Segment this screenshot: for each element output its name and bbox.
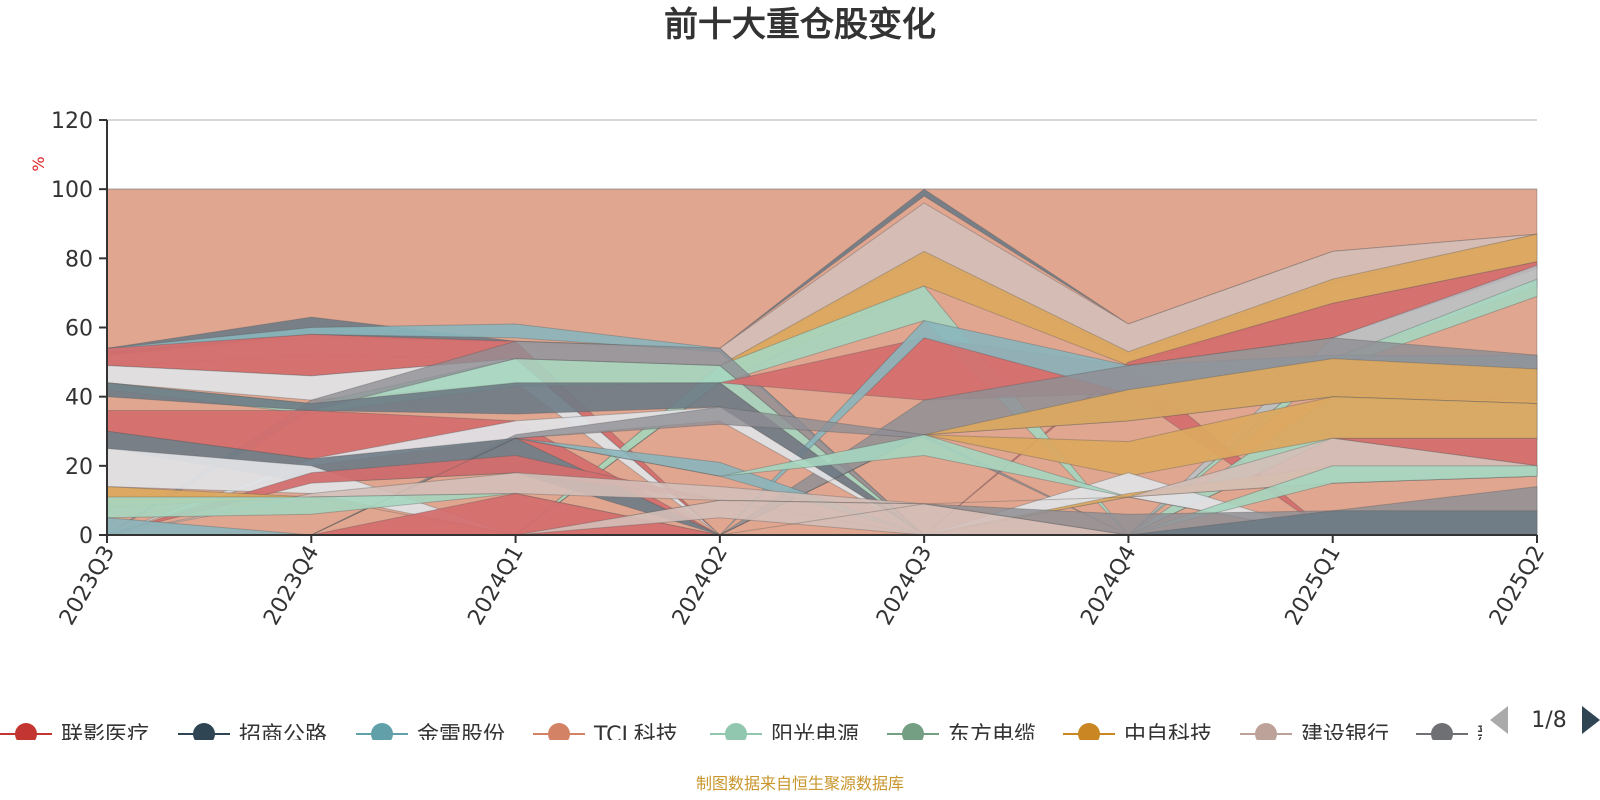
legend-label: 建设银行 [1301, 723, 1389, 748]
legend-items: 联影医疗 招商公路 金雷股份 TCL科技 阳光电源 东方电缆 中自科技 建设银行 新 [0, 723, 1499, 748]
legend-marker-icon [725, 723, 747, 740]
legend-item[interactable]: TCL科技 [533, 723, 678, 748]
legend-marker-icon [1431, 723, 1453, 740]
legend-item[interactable]: 金雷股份 [356, 723, 505, 748]
y-tick-label: 20 [65, 455, 93, 480]
legend-label: 东方电缆 [948, 723, 1036, 748]
y-axis-ticks: 0 20 40 60 80 100 120 [51, 109, 107, 549]
legend-label: TCL科技 [593, 723, 678, 748]
area-band-25 [107, 437, 1537, 536]
legend-item[interactable]: 联影医疗 [0, 723, 149, 748]
legend-marker-icon [371, 723, 393, 740]
y-tick-label: 40 [65, 386, 93, 411]
legend-label: 招商公路 [239, 723, 327, 748]
area-bands [106, 188, 1538, 536]
legend-page-indicator: 1/8 [1531, 708, 1566, 733]
legend-prev-arrow-icon[interactable] [1490, 706, 1508, 734]
legend-label: 联影医疗 [61, 723, 149, 748]
legend-label: 阳光电源 [771, 723, 859, 748]
legend-next-arrow-icon[interactable] [1582, 706, 1600, 734]
legend-marker-icon [1078, 723, 1100, 740]
legend-marker-icon [1255, 723, 1277, 740]
y-tick-label: 60 [65, 317, 93, 342]
legend-item[interactable]: 建设银行 [1240, 723, 1389, 748]
x-tick-label: 2025Q1 [1281, 542, 1346, 630]
legend-item[interactable]: 新 [1416, 723, 1499, 748]
legend-label: 金雷股份 [417, 723, 505, 748]
x-tick-label: 2025Q2 [1485, 542, 1550, 630]
legend-marker-icon [15, 723, 37, 740]
x-tick-label: 2024Q2 [668, 542, 733, 630]
y-tick-label: 80 [65, 247, 93, 272]
y-tick-label: 100 [51, 178, 93, 203]
legend: 联影医疗 招商公路 金雷股份 TCL科技 阳光电源 东方电缆 中自科技 建设银行 新 [0, 723, 1499, 748]
legend-pager: 1/8 [1490, 706, 1600, 734]
x-tick-label: 2023Q3 [55, 542, 120, 630]
data-source-note: 制图数据来自恒生聚源数据库 [696, 774, 904, 793]
legend-marker-icon [902, 723, 924, 740]
x-axis-ticks: 2023Q3 2023Q4 2024Q1 2024Q2 2024Q3 2024Q4 2025… [55, 535, 1550, 630]
legend-label: 中自科技 [1124, 723, 1212, 748]
legend-item[interactable]: 中自科技 [1063, 723, 1212, 748]
y-axis-unit: % [29, 156, 48, 171]
legend-item[interactable]: 招商公路 [178, 723, 327, 748]
x-tick-label: 2024Q3 [872, 542, 937, 630]
area-band-19 [107, 406, 1537, 536]
legend-item[interactable]: 东方电缆 [887, 723, 1036, 748]
chart-title: 前十大重仓股变化 [664, 5, 936, 45]
legend-marker-icon [193, 723, 215, 740]
area-band-11 [106, 340, 1537, 536]
legend-label: 新 [1477, 723, 1499, 748]
x-tick-label: 2024Q4 [1076, 542, 1141, 630]
legend-marker-icon [548, 723, 570, 740]
legend-item[interactable]: 阳光电源 [710, 723, 859, 748]
area-band-33 [107, 499, 1537, 536]
y-tick-label: 120 [51, 109, 93, 134]
y-tick-label: 0 [79, 524, 93, 549]
x-tick-label: 2023Q4 [259, 542, 324, 630]
area-band-27 [107, 434, 1537, 536]
x-tick-label: 2024Q1 [463, 542, 528, 630]
